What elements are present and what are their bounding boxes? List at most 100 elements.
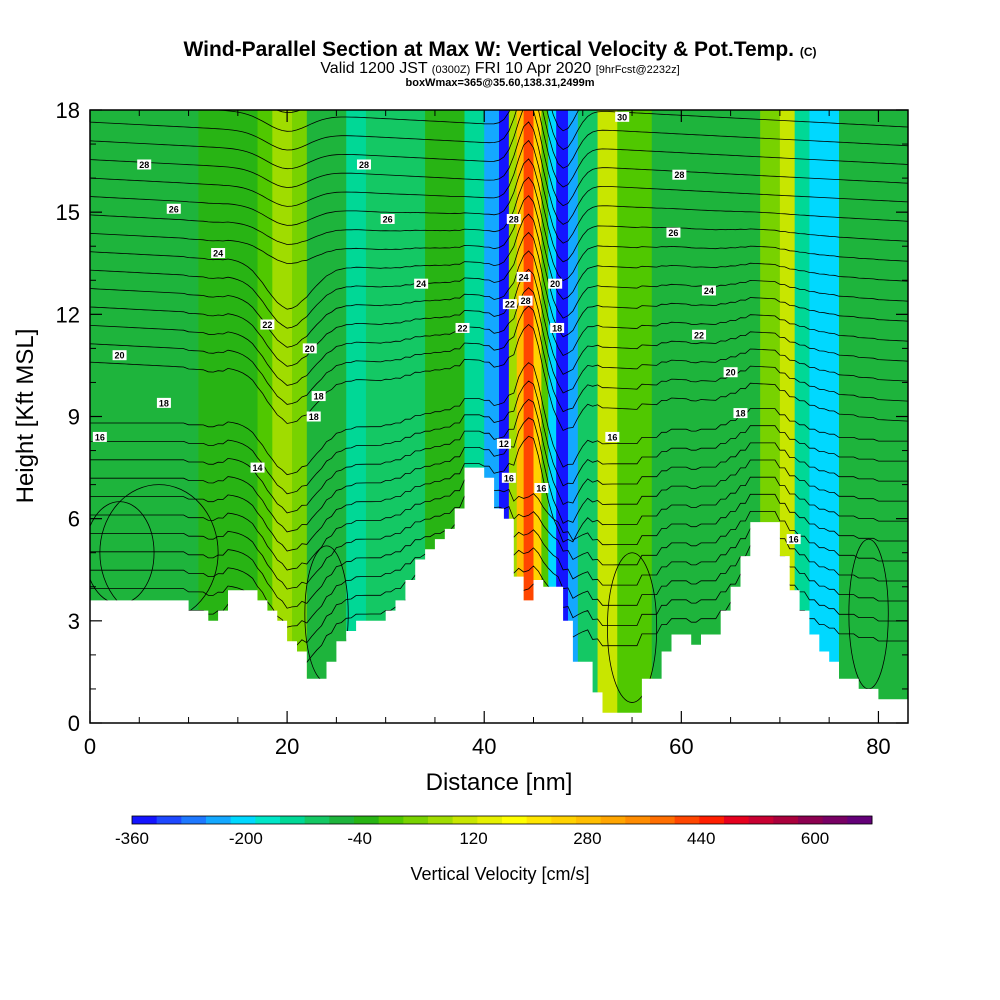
contour-label-bg [672,169,687,180]
contour-label: 18 [311,391,326,402]
velocity-band [508,110,518,723]
colorbar-swatch [773,816,799,824]
x-axis-label: Distance [nm] [426,769,573,796]
axes: 0 20 40 60 80 0 3 6 9 12 15 18 [56,98,908,759]
colorbar-tick-label: -200 [229,829,263,848]
contour-label: 26 [666,227,681,238]
y-tick-label: 15 [56,200,80,225]
velocity-band [523,110,535,723]
contour-label-text: 28 [139,160,149,170]
contour-label-bg [701,285,716,296]
contour-label: 16 [786,534,801,545]
colorbar-swatch [378,816,404,824]
isentrope-line [275,110,908,150]
velocity-band [292,110,308,723]
contour-label-text: 22 [505,300,515,310]
contour-label: 24 [211,248,226,259]
isentrope-line [90,110,908,207]
contour-label-text: 22 [458,323,468,333]
contour-label: 22 [455,322,470,333]
colorbar-label: Vertical Velocity [cm/s] [410,864,589,884]
velocity-band [651,110,712,723]
contour-label-text: 30 [617,112,627,122]
contour-label: 30 [615,111,630,122]
contour-label-bg [723,367,738,378]
contour-label-bg [414,278,429,289]
y-axis-label: Height [Kft MSL] [12,329,39,504]
contour-label-text: 24 [704,286,714,296]
contour-label-bg [156,397,171,408]
contour-label-text: 24 [213,249,223,259]
contour-label: 28 [356,159,371,170]
terrain [90,467,908,723]
isentrope-line [90,268,908,375]
contour-label-bg [518,295,533,306]
contour-label-bg [548,278,563,289]
contour-label-text: 18 [735,409,745,419]
contour-label-text: 18 [314,392,324,402]
x-tick-label: 60 [669,734,693,759]
contour-label-bg [786,534,801,545]
contour-label-bg [306,411,321,422]
colorbar: -360 -200 -40 120 280 440 600 [115,815,873,848]
contour-label: 22 [692,329,707,340]
isentrope-line [90,380,908,495]
colorbar-tick-label: 600 [801,829,829,848]
velocity-band [499,110,510,723]
contour-label-text: 22 [694,330,704,340]
contour-label: 18 [733,408,748,419]
contour-label: 20 [723,367,738,378]
contour-label-text: 20 [550,279,560,289]
contour-label-bg [502,299,517,310]
colorbar-swatch [502,816,528,824]
contour-label-bg [615,111,630,122]
contour-label: 18 [306,411,321,422]
contour-label: 22 [260,319,275,330]
contour-label-bg [506,213,521,224]
colorbar-swatch [650,816,676,824]
isentrope-line [90,121,908,225]
contour-label-text: 22 [262,320,272,330]
contour-label: 18 [156,397,171,408]
isentrope-line [90,362,908,476]
contour-label-bg [92,431,107,442]
contour-label: 22 [502,299,517,310]
colorbar-swatch [625,816,651,824]
velocity-band [516,110,525,723]
colorbar-swatch [403,816,429,824]
contour-label: 20 [548,278,563,289]
contour-label-text: 16 [95,432,105,442]
colorbar-swatch [551,816,577,824]
contour-label-text: 16 [536,484,546,494]
colorbar-tick-label: -40 [347,829,372,848]
x-tick-label: 40 [472,734,496,759]
contour-label-text: 24 [519,272,529,282]
contour-label-text: 26 [383,214,393,224]
contour-label-bg [302,343,317,354]
velocity-band [577,110,599,723]
colorbar-swatch [304,816,330,824]
isentrope-line [90,139,908,244]
contour-label-text: 24 [416,279,426,289]
colorbar-swatch [452,816,478,824]
colorbar-swatch [132,816,158,824]
isentrope-line [90,158,908,263]
colorbar-swatch [600,816,626,824]
y-tick-label: 18 [56,98,80,123]
colorbar-swatch [477,816,503,824]
contour-label: 26 [166,203,181,214]
contour-label-bg [692,329,707,340]
colorbar-swatch [280,816,306,824]
contour-label-bg [112,350,127,361]
colorbar-tick-label: 120 [459,829,487,848]
contour-label-bg [516,271,531,282]
colorbar-swatch [724,816,750,824]
contour-label-bg [666,227,681,238]
velocity-band [548,110,557,723]
closed-contour [607,552,658,703]
colorbar-swatch [822,816,848,824]
colorbar-swatch [181,816,207,824]
isentrope-line [90,231,908,338]
velocity-band [541,110,549,723]
